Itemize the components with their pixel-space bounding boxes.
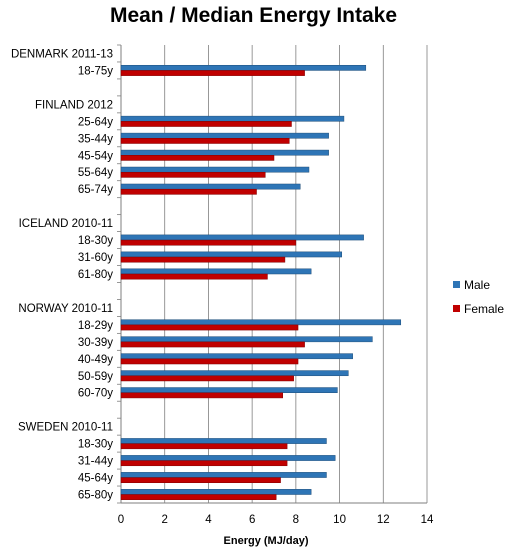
x-tick-labels: 0 2 4 6 8 10 12 14 — [118, 514, 434, 526]
category-label: 30-39y — [78, 337, 113, 349]
category-label: 18-30y — [78, 235, 113, 247]
category-label: 65-80y — [78, 490, 113, 502]
bar-female — [120, 477, 281, 484]
bar-female — [120, 70, 305, 76]
bar-female — [120, 494, 277, 500]
bar-male — [120, 268, 312, 275]
bar-male — [120, 115, 345, 122]
bar-male — [120, 455, 336, 461]
bar-male — [120, 166, 310, 173]
category-labels: DENMARK 2011-13 18-75y FINLAND 2012 25-64y 3… — [11, 48, 113, 501]
bar-female — [120, 239, 297, 246]
bar-female — [120, 358, 299, 365]
bar-female — [120, 138, 290, 144]
category-label: 18-30y — [78, 439, 113, 451]
x-tick-label: 6 — [249, 514, 255, 526]
category-label: 45-64y — [78, 473, 113, 485]
bar-female — [120, 256, 286, 263]
legend: Male Female — [453, 278, 504, 316]
bar-female — [120, 273, 268, 280]
bar-female — [120, 155, 275, 161]
x-tick-label: 4 — [205, 514, 212, 526]
bar-male — [120, 132, 329, 139]
bar-male — [120, 234, 364, 241]
x-tick-label: 0 — [118, 514, 124, 526]
x-axis-title: Energy (MJ/day) — [224, 535, 309, 547]
category-label: 18-29y — [78, 320, 113, 332]
category-label: 50-59y — [78, 371, 113, 383]
group-label: DENMARK 2011-13 — [11, 48, 113, 60]
bar-female — [120, 121, 292, 127]
bar-male — [120, 370, 349, 377]
bar-male — [120, 183, 301, 190]
bar-male — [120, 438, 327, 444]
bar-male — [120, 353, 353, 360]
legend-label-male: Male — [464, 278, 490, 292]
bar-male — [120, 489, 312, 495]
bar-female — [120, 460, 288, 467]
category-label: 31-44y — [78, 456, 113, 468]
category-label: 45-54y — [78, 150, 113, 162]
bar-female — [120, 443, 288, 450]
category-label: 65-74y — [78, 184, 113, 196]
group-label: NORWAY 2010-11 — [18, 303, 113, 315]
x-tick-label: 2 — [162, 514, 168, 526]
category-label: 25-64y — [78, 116, 113, 128]
bar-male — [120, 336, 373, 343]
x-tick-label: 10 — [333, 514, 346, 526]
category-label: 18-75y — [78, 65, 113, 77]
group-label: ICELAND 2010-11 — [19, 218, 113, 230]
chart-title: Mean / Median Energy Intake — [109, 4, 398, 27]
category-label: 60-70y — [78, 388, 113, 400]
bar-female — [120, 324, 299, 331]
bar-male — [120, 251, 343, 258]
x-tick-label: 14 — [421, 514, 434, 526]
category-label: 61-80y — [78, 269, 113, 281]
legend-swatch-female — [453, 305, 460, 312]
x-tick-label: 8 — [293, 514, 299, 526]
legend-label-female: Female — [464, 302, 504, 316]
bar-male — [120, 387, 338, 393]
category-label: 35-44y — [78, 133, 113, 145]
bar-male — [120, 319, 402, 326]
bar-female — [120, 375, 294, 382]
bar-female — [120, 188, 257, 195]
bar-female — [120, 341, 305, 348]
category-label: 55-64y — [78, 167, 113, 179]
x-tick-label: 12 — [377, 514, 390, 526]
bar-male — [120, 472, 327, 478]
bar-female — [120, 392, 283, 399]
group-label: SWEDEN 2010-11 — [18, 422, 113, 434]
category-label: 31-60y — [78, 252, 113, 264]
bars — [120, 64, 402, 500]
bar-male — [120, 64, 367, 71]
category-label: 40-49y — [78, 354, 113, 366]
group-label: FINLAND 2012 — [35, 99, 113, 111]
bar-male — [120, 149, 329, 156]
bar-female — [120, 171, 266, 178]
legend-swatch-male — [453, 281, 460, 288]
